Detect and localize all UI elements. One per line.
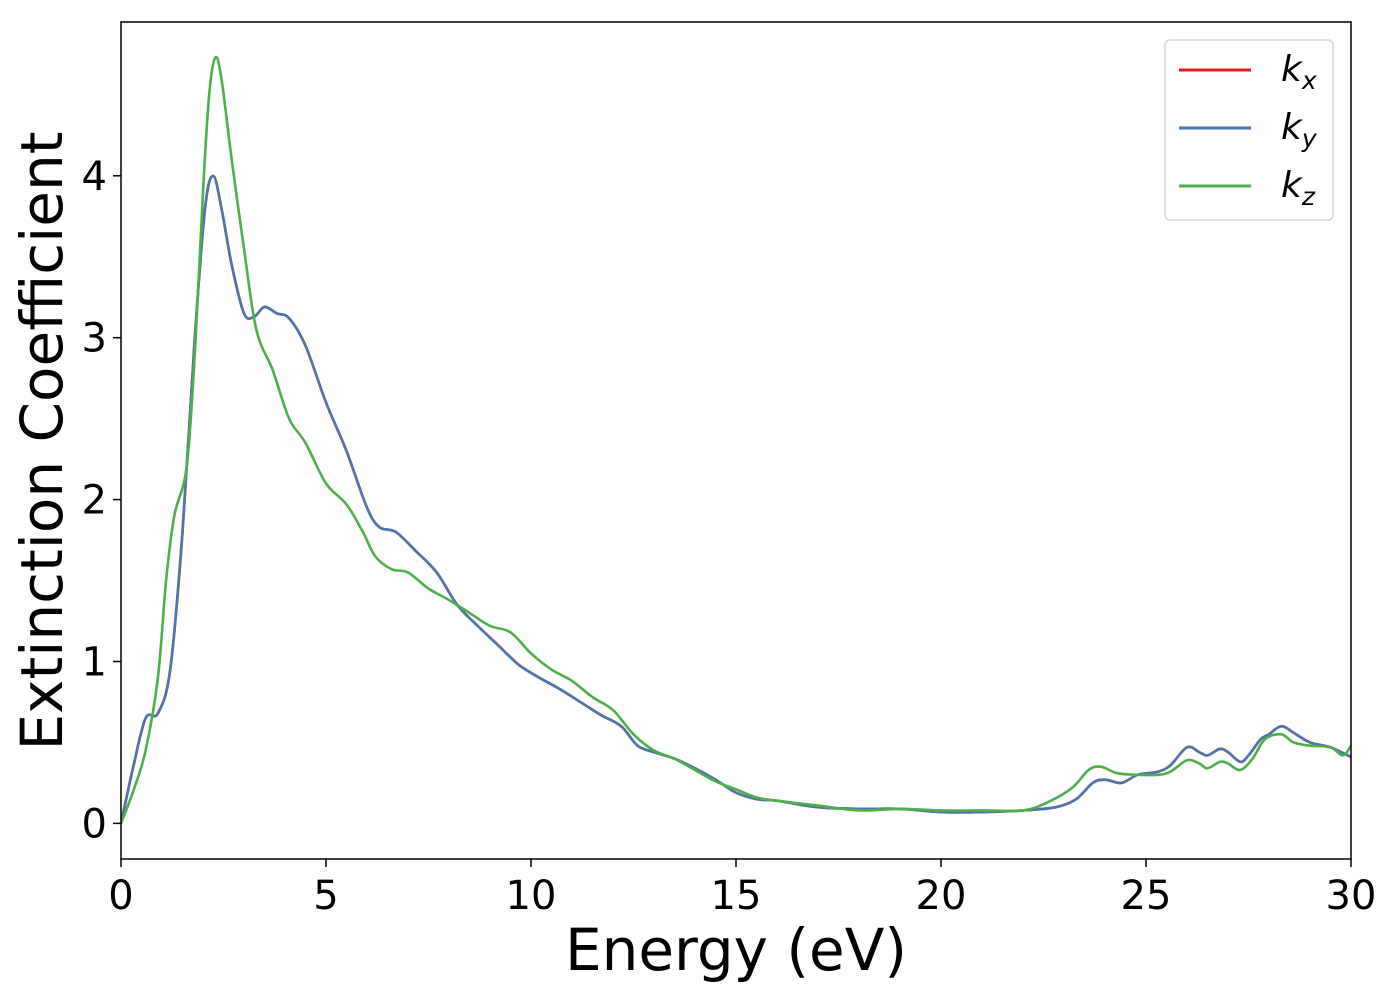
y-tick-label: 0 xyxy=(82,801,107,847)
legend-label-kx: kx xyxy=(1281,49,1317,95)
legend-label-kz: kz xyxy=(1281,165,1316,211)
y-axis-title: Extinction Coefficient xyxy=(8,132,76,751)
x-axis-title: Energy (eV) xyxy=(565,916,907,984)
x-tick-label: 10 xyxy=(506,873,557,919)
series-line-kz xyxy=(121,55,1351,825)
y-tick-label: 1 xyxy=(82,639,107,685)
plot-frame xyxy=(120,21,1352,860)
x-tick-label: 15 xyxy=(711,873,762,919)
legend-box xyxy=(1164,39,1334,221)
legend-label-ky: ky xyxy=(1281,107,1318,153)
series-line-ky xyxy=(121,174,1351,825)
x-tick-label: 5 xyxy=(313,873,338,919)
x-tick-label: 20 xyxy=(916,873,967,919)
series-line-kx xyxy=(121,174,1351,825)
x-tick-label: 30 xyxy=(1326,873,1377,919)
y-tick-label: 4 xyxy=(82,154,107,200)
legend: kx ky kz xyxy=(1164,39,1334,221)
y-tick-label: 2 xyxy=(82,478,107,524)
axis-ticks: 0 5 10 15 20 25 30 0 1 2 3 4 xyxy=(82,154,1377,919)
x-tick-label: 25 xyxy=(1121,873,1172,919)
y-tick-label: 3 xyxy=(82,316,107,362)
plot-area xyxy=(121,55,1351,825)
x-tick-label: 0 xyxy=(108,873,133,919)
